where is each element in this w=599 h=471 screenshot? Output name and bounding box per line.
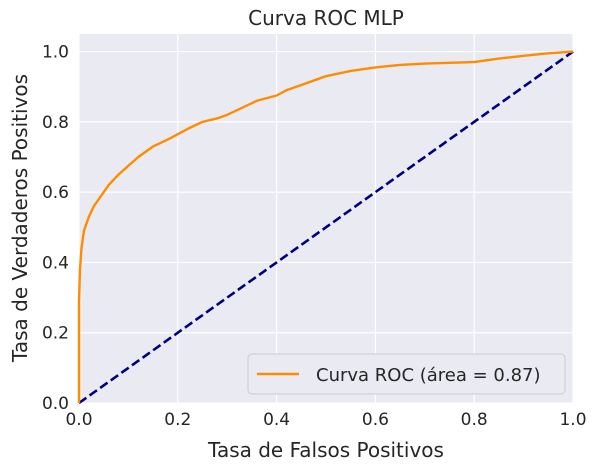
x-tick-label: 0.8 — [461, 410, 488, 430]
chart-title: Curva ROC MLP — [248, 6, 404, 30]
x-tick-label: 0.4 — [263, 410, 290, 430]
x-tick-label: 0.6 — [362, 410, 389, 430]
plot-area — [79, 34, 573, 403]
x-axis-title: Tasa de Falsos Positivos — [207, 438, 444, 462]
series-group — [77, 50, 574, 405]
x-tick-label: 0.0 — [65, 410, 92, 430]
legend-label: Curva ROC (área = 0.87) — [316, 365, 541, 386]
y-tick-label: 0.6 — [42, 183, 69, 203]
legend-box — [247, 353, 566, 395]
roc-curve-line — [77, 50, 574, 403]
x-tick-label: 0.2 — [164, 410, 191, 430]
y-tick-label: 0.2 — [42, 324, 69, 344]
x-tick-label: 1.0 — [559, 410, 586, 430]
tick-labels: 0.0 0.2 0.4 0.6 0.8 1.0 0.0 0.2 0.4 0.6 0.8 1.0 — [42, 43, 587, 430]
legend: Curva ROC (área = 0.87) — [247, 353, 566, 395]
y-axis-title: Tasa de Verdaderos Positivos — [8, 74, 32, 363]
y-tick-label: 0.4 — [42, 253, 69, 273]
y-tick-label: 0.0 — [42, 394, 69, 414]
chance-diagonal-line — [78, 50, 574, 405]
y-tick-label: 1.0 — [42, 43, 69, 63]
y-tick-label: 0.8 — [42, 113, 69, 133]
